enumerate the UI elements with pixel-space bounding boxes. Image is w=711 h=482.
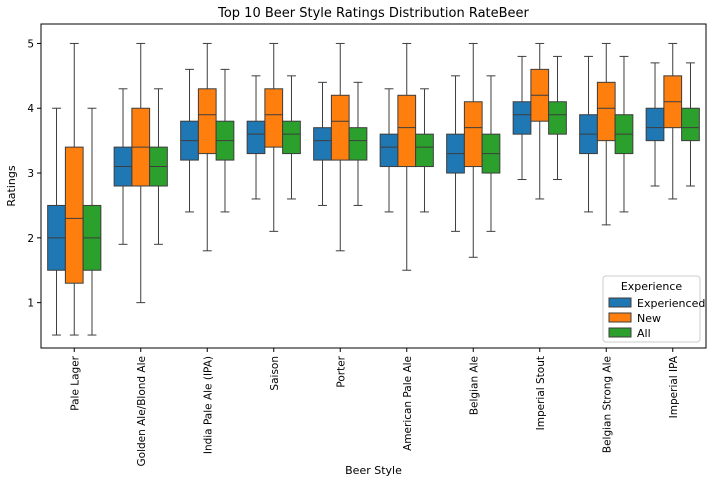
x-tick-label: Imperial Stout: [535, 356, 547, 430]
box-body: [463, 101, 483, 168]
y-axis-label: Ratings: [5, 165, 18, 206]
box-all: [415, 88, 434, 213]
x-tick-label: Saison: [269, 356, 281, 391]
box-experienced: [113, 88, 133, 245]
box-all: [614, 55, 634, 213]
legend-frame: [602, 275, 701, 343]
x-tick-label: American Pale Ale: [402, 356, 414, 451]
box-experienced: [313, 81, 332, 206]
box-body: [246, 120, 266, 155]
box-experienced: [645, 62, 665, 187]
x-tick-label: India Pale Ale (IPA): [202, 356, 214, 454]
box-body: [197, 88, 217, 155]
box-new: [131, 42, 151, 304]
box-body: [548, 101, 567, 135]
box-all: [82, 107, 102, 336]
x-tick-label: Golden Ale/Blond Ale: [136, 356, 148, 466]
box-body: [512, 101, 532, 135]
y-tick-label: 4: [27, 103, 34, 115]
y-tick-label: 3: [27, 168, 34, 180]
box-experienced: [180, 68, 199, 213]
box-body: [681, 107, 700, 142]
box-body: [330, 94, 350, 161]
box-all: [215, 68, 235, 213]
box-new: [330, 42, 350, 252]
box-all: [282, 75, 301, 200]
x-tick-label: Pale Lager: [69, 355, 81, 410]
box-new: [397, 42, 417, 271]
box-experienced: [512, 55, 532, 181]
plot-frame: [40, 23, 707, 349]
box-new: [596, 42, 616, 226]
box-experienced: [579, 55, 598, 213]
box-experienced: [47, 107, 66, 336]
x-tick-label: Belgian Strong Ale: [601, 356, 613, 453]
box-body: [379, 133, 399, 168]
x-tick-label: Belgian Ale: [468, 356, 480, 415]
box-all: [481, 75, 501, 232]
legend-swatch: [608, 297, 632, 308]
legend: Experience Experienced New All: [602, 275, 705, 343]
box-new: [530, 42, 550, 200]
x-tick-label: Imperial IPA: [668, 355, 680, 418]
y-tick-label: 1: [27, 298, 34, 310]
legend-title: Experience: [621, 280, 683, 293]
box-body: [397, 94, 417, 168]
box-all: [548, 55, 567, 181]
chart-title: Top 10 Beer Style Ratings Distribution R…: [217, 6, 529, 21]
box-body: [596, 81, 616, 142]
legend-label: Experienced: [637, 297, 705, 310]
legend-swatch: [608, 327, 632, 338]
box-experienced: [246, 75, 266, 200]
box-all: [348, 81, 368, 206]
box-new: [64, 42, 84, 336]
box-experienced: [379, 88, 399, 213]
box-body: [645, 107, 665, 142]
box-body: [313, 127, 332, 161]
legend-swatch: [608, 312, 632, 323]
box-body: [64, 146, 84, 284]
box-experienced: [446, 75, 465, 232]
box-new: [197, 42, 217, 252]
legend-label: All: [637, 327, 651, 340]
box-new: [663, 42, 683, 200]
box-body: [264, 88, 284, 148]
box-new: [264, 42, 284, 232]
box-body: [415, 133, 434, 168]
x-tick-label: Porter: [335, 355, 347, 387]
y-tick-label: 2: [27, 233, 34, 245]
box-body: [282, 120, 301, 155]
plot-area: 1 2 3 4 5 Pale Lager Golden Ale/Blond Ale India…: [27, 38, 700, 466]
y-tick-label: 5: [27, 38, 34, 50]
box-body: [348, 127, 368, 161]
box-new: [463, 42, 483, 258]
legend-label: New: [637, 312, 661, 325]
x-axis-label: Beer Style: [345, 464, 402, 477]
box-all: [149, 88, 168, 245]
box-all: [681, 62, 700, 187]
